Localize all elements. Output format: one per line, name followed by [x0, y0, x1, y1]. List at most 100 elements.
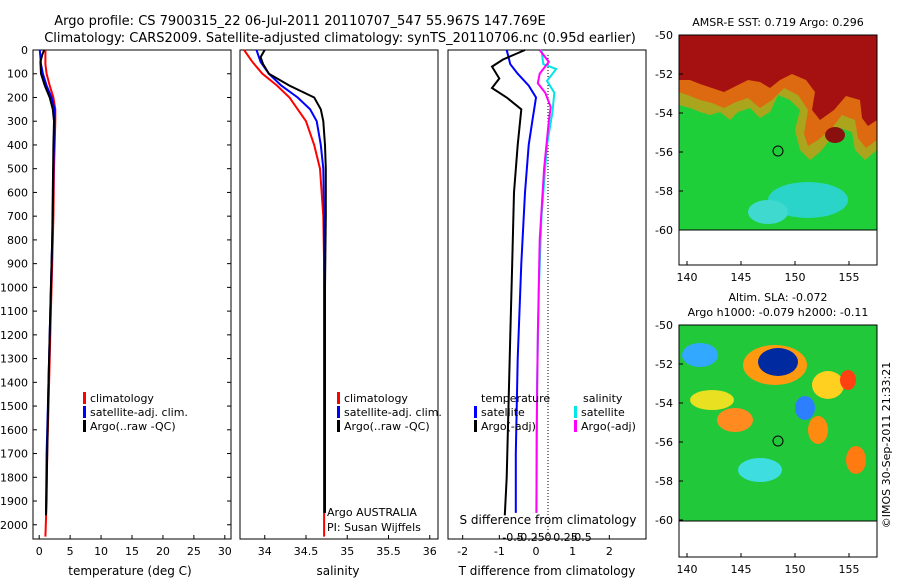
sst-hot-region [679, 35, 877, 126]
x-tick-label: 2 [606, 545, 613, 558]
sla-high-anomaly [690, 390, 734, 410]
series-line [505, 49, 538, 513]
lon-tick-label: 145 [731, 563, 752, 576]
sla-low-anomaly [758, 348, 798, 376]
series-line [255, 49, 326, 513]
lat-tick-label: -50 [655, 29, 673, 42]
lat-tick-label: -60 [655, 224, 673, 237]
depth-tick-label: 1900 [0, 495, 28, 508]
legend-swatch-climatology [83, 392, 86, 404]
sla-map-empty-area [678, 520, 878, 558]
x-tick-label: -1 [494, 545, 505, 558]
timestamp-label: ©IMOS 30-Sep-2011 21:33:21 [880, 362, 893, 528]
temperature-panel [32, 49, 232, 540]
s-tick-label: 0.25 [553, 531, 578, 544]
lat-tick-label: -58 [655, 475, 673, 488]
x-tick-label: 0 [36, 545, 43, 558]
sla-high-anomaly [812, 371, 844, 399]
lon-tick-label: 140 [677, 271, 698, 284]
sla-low-anomaly [738, 458, 782, 482]
depth-tick-label: 900 [7, 258, 28, 271]
sst-cold-patch [748, 200, 788, 224]
depth-tick-label: 1500 [0, 400, 28, 413]
lat-tick-label: -52 [655, 358, 673, 371]
legend-climatology: climatology [90, 392, 154, 405]
legend-swatch-satellite [337, 406, 340, 418]
x-tick-label: 5 [67, 545, 74, 558]
salinity-x-ticks: 34 34.5 35 35.5 36 [258, 535, 437, 558]
difference-x-ticks: -2 -1 0 1 2 [457, 535, 613, 558]
x-tick-label: 34.5 [294, 545, 319, 558]
lat-tick-label: -52 [655, 68, 673, 81]
legend-swatch-climatology [337, 392, 340, 404]
difference-panel [447, 49, 647, 540]
x-tick-label: 20 [156, 545, 170, 558]
sla-high-anomaly [808, 416, 828, 444]
lat-tick-label: -56 [655, 146, 673, 159]
argo-position-marker [772, 145, 784, 157]
depth-tick-label: 1700 [0, 448, 28, 461]
salinity-series [243, 49, 327, 537]
depth-tick-label: 1200 [0, 329, 28, 342]
profile-title: Argo profile: CS 7900315_22 06-Jul-2011 … [54, 14, 545, 29]
depth-tick-label: 100 [7, 68, 28, 81]
sla-low-anomaly [682, 343, 718, 367]
depth-tick-label: 1400 [0, 376, 28, 389]
series-line [39, 49, 56, 516]
salinity-legend: climatology satellite-adj. clim. Argo(..… [337, 392, 442, 433]
legend-s-satellite: satellite [581, 406, 625, 419]
legend-temperature-title: temperature [481, 392, 550, 405]
lat-tick-label: -54 [655, 397, 673, 410]
series-line [259, 49, 327, 513]
sla-low-anomaly [795, 396, 815, 420]
x-tick-label: 35.5 [376, 545, 401, 558]
x-tick-label: 10 [94, 545, 108, 558]
legend-t-argo: Argo(-adj) [481, 420, 536, 433]
difference-series [490, 49, 558, 516]
depth-tick-label: 500 [7, 163, 28, 176]
depth-tick-label: 1800 [0, 471, 28, 484]
argo-pi-annotation: PI: Susan Wijffels [327, 521, 421, 534]
depth-tick-label: 700 [7, 210, 28, 223]
s-difference-axis-label: S difference from climatology [460, 513, 637, 527]
s-tick-label: -0.25 [516, 531, 544, 544]
sla-high-anomaly [840, 370, 856, 390]
x-tick-label: 25 [187, 545, 201, 558]
lat-tick-label: -54 [655, 107, 673, 120]
legend-satellite: satellite-adj. clim. [344, 406, 442, 419]
s-tick-label: 0 [545, 531, 552, 544]
salinity-axis-label: salinity [316, 564, 359, 578]
depth-tick-label: 1300 [0, 353, 28, 366]
depth-tick-label: 400 [7, 139, 28, 152]
x-tick-label: 1 [569, 545, 576, 558]
legend-swatch-satellite [83, 406, 86, 418]
salinity-panel [239, 49, 439, 540]
sla-map [678, 324, 878, 558]
sla-map-title: Altim. SLA: -0.072 [728, 291, 827, 304]
legend-swatch-argo [337, 420, 340, 432]
lon-tick-label: 150 [785, 563, 806, 576]
x-tick-label: 36 [423, 545, 437, 558]
x-tick-label: -2 [457, 545, 468, 558]
depth-tick-label: 2000 [0, 519, 28, 532]
lon-tick-label: 145 [731, 271, 752, 284]
lat-tick-label: -58 [655, 185, 673, 198]
legend-t-satellite: satellite [481, 406, 525, 419]
sst-map-empty-area [678, 229, 878, 266]
legend-argo: Argo(..raw -QC) [90, 420, 176, 433]
lat-tick-label: -50 [655, 319, 673, 332]
temperature-x-ticks: 0 5 10 15 20 25 30 [36, 535, 232, 558]
legend-swatch-s-argo [574, 420, 577, 432]
sla-map-subtitle: Argo h1000: -0.079 h2000: -0.11 [688, 306, 869, 319]
legend-satellite: satellite-adj. clim. [90, 406, 188, 419]
legend-salinity-title: salinity [583, 392, 623, 405]
s-tick-label: 0.5 [574, 531, 592, 544]
difference-legend: temperature satellite Argo(-adj) salinit… [474, 392, 636, 433]
lat-tick-label: -60 [655, 514, 673, 527]
legend-swatch-t-satellite [474, 406, 477, 418]
x-tick-label: 0 [533, 545, 540, 558]
lon-tick-label: 140 [677, 563, 698, 576]
x-tick-label: 35 [340, 545, 354, 558]
climatology-title: Climatology: CARS2009. Satellite-adjuste… [44, 31, 636, 46]
lon-tick-label: 155 [839, 271, 860, 284]
